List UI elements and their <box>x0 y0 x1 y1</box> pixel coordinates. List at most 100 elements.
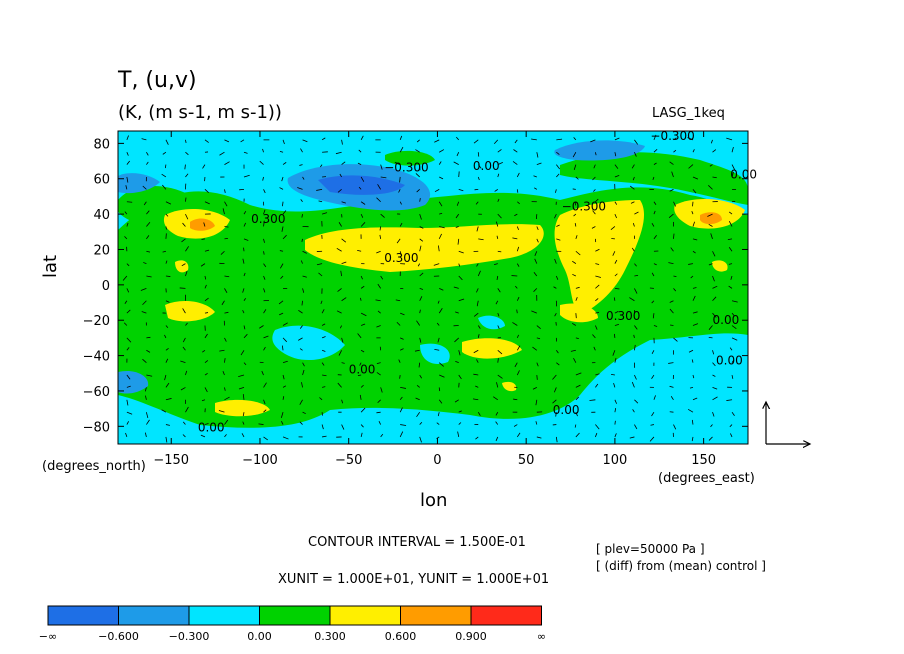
wind-arrow <box>434 189 440 193</box>
wind-arrow <box>653 162 657 165</box>
wind-arrow <box>575 412 578 417</box>
wind-arrow <box>614 137 620 141</box>
plev-text: [ plev=50000 Pa ] <box>596 542 705 556</box>
wind-arrow <box>321 362 325 366</box>
wind-arrow <box>380 387 383 393</box>
yellow-region-asia <box>554 200 645 315</box>
wind-arrow <box>416 189 420 193</box>
wind-arrow <box>126 399 129 406</box>
wind-arrow <box>497 162 503 165</box>
colorbar-label: −0.300 <box>169 630 210 643</box>
wind-arrow <box>708 436 713 441</box>
wind-arrow <box>536 362 539 367</box>
wind-arrow <box>282 337 288 343</box>
wind-arrow <box>439 149 445 153</box>
wind-arrow <box>575 396 580 401</box>
wind-arrow <box>634 399 639 404</box>
wind-arrow <box>673 424 677 430</box>
wind-arrow <box>165 382 170 388</box>
wind-arrow <box>458 263 461 267</box>
wind-arrow <box>224 189 226 193</box>
wind-arrow <box>358 186 362 190</box>
wind-arrow <box>516 246 520 252</box>
wind-arrow <box>204 360 209 363</box>
wind-arrow <box>299 399 303 405</box>
wind-arrow <box>204 249 210 252</box>
wind-arrow <box>341 238 347 243</box>
wind-arrow <box>668 362 674 364</box>
colorbar-label: −∞ <box>39 630 57 643</box>
wind-arrow <box>259 160 264 165</box>
wind-arrow <box>614 408 617 413</box>
wind-arrow <box>457 431 460 438</box>
wind-arrow <box>536 436 542 439</box>
wind-arrow <box>224 275 230 278</box>
wind-arrow <box>414 349 420 352</box>
wind-arrow <box>337 189 342 193</box>
wind-arrow <box>263 209 266 215</box>
wind-arrow <box>575 372 582 376</box>
wind-arrow <box>220 250 225 255</box>
wind-arrow <box>263 251 265 255</box>
wind-arrow <box>219 151 225 156</box>
wind-arrow <box>164 334 167 339</box>
wind-arrow <box>263 409 267 413</box>
wind-arrow <box>691 211 694 215</box>
wind-arrow <box>495 436 499 442</box>
wind-arrow <box>419 296 423 301</box>
wind-arrow <box>341 161 346 165</box>
wind-arrow <box>204 139 209 143</box>
wind-arrow <box>146 250 151 253</box>
wind-arrow <box>126 152 129 156</box>
colorbar-swatch <box>47 605 119 626</box>
wind-arrow <box>360 285 365 289</box>
wind-arrow <box>475 201 479 205</box>
wind-arrow <box>124 236 128 240</box>
wind-arrow <box>182 346 186 351</box>
wind-arrow <box>495 421 499 425</box>
wind-arrow <box>419 421 423 425</box>
wind-arrow <box>282 139 285 145</box>
wind-arrow <box>458 298 465 302</box>
wind-arrow <box>516 189 519 193</box>
wind-arrow <box>497 349 503 355</box>
wind-arrow <box>144 387 147 392</box>
wind-arrow <box>593 189 596 192</box>
yellow-region-south <box>215 399 270 417</box>
wind-arrow <box>669 188 674 192</box>
wind-arrow <box>437 337 440 343</box>
wind-arrow <box>673 275 677 277</box>
wind-arrow <box>360 407 366 413</box>
wind-arrow <box>243 174 250 178</box>
wind-arrow <box>124 300 128 304</box>
wind-arrow <box>592 334 596 339</box>
wind-arrow <box>668 213 674 218</box>
wind-arrow <box>473 349 479 354</box>
wind-arrow <box>302 411 306 415</box>
wind-arrow <box>318 200 323 203</box>
wind-arrow <box>301 238 303 242</box>
wind-arrow <box>649 436 655 442</box>
wind-arrow <box>262 148 264 153</box>
wind-arrow <box>320 300 323 305</box>
wind-arrow <box>632 176 635 181</box>
reference-vector <box>766 402 810 444</box>
wind-arrow <box>142 185 147 190</box>
x-tick-label: 50 <box>518 453 535 468</box>
wind-arrow <box>555 436 558 443</box>
wind-arrow <box>142 358 147 363</box>
wind-arrow <box>493 396 498 401</box>
wind-arrow <box>455 213 460 219</box>
wind-arrow <box>556 362 560 366</box>
wind-arrow <box>532 346 538 351</box>
wind-arrow <box>263 309 267 314</box>
wind-arrow <box>458 188 464 192</box>
wind-arrow <box>553 387 557 393</box>
wind-arrow <box>592 176 596 181</box>
wind-arrow <box>595 198 599 203</box>
wind-arrow <box>595 432 598 438</box>
wind-arrow <box>516 334 519 339</box>
wind-arrow <box>146 374 153 377</box>
wind-arrow <box>633 334 635 338</box>
wind-arrow <box>707 213 713 217</box>
